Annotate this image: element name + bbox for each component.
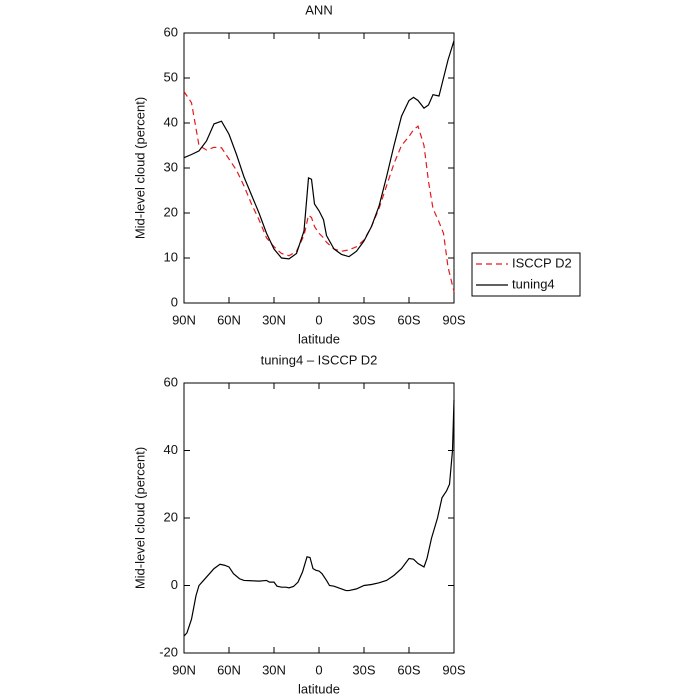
legend-label: ISCCP D2 bbox=[512, 255, 572, 270]
x-axis-label: latitude bbox=[298, 331, 340, 346]
chart-title: tuning4 – ISCCP D2 bbox=[261, 352, 378, 367]
data-line bbox=[183, 40, 455, 260]
x-tick-label: 90S bbox=[442, 312, 465, 327]
y-tick-label: 60 bbox=[164, 24, 178, 39]
chart-title: ANN bbox=[305, 2, 332, 17]
x-tick-label: 90N bbox=[172, 312, 196, 327]
y-tick-label: 20 bbox=[164, 204, 178, 219]
x-tick-label: 60S bbox=[397, 662, 420, 677]
x-axis-label: latitude bbox=[298, 681, 340, 696]
y-tick-label: 60 bbox=[164, 374, 178, 389]
x-tick-label: 30S bbox=[352, 312, 375, 327]
y-axis-label: Mid-level cloud (percent) bbox=[132, 447, 147, 589]
y-tick-label: 40 bbox=[164, 114, 178, 129]
y-axis-label: Mid-level cloud (percent) bbox=[132, 97, 147, 239]
y-tick-label: 0 bbox=[171, 577, 178, 592]
y-tick-label: 0 bbox=[171, 294, 178, 309]
x-tick-label: 90S bbox=[442, 662, 465, 677]
data-line bbox=[183, 91, 455, 292]
legend-label: tuning4 bbox=[512, 276, 555, 291]
plot-frame bbox=[183, 382, 455, 654]
y-tick-label: 30 bbox=[164, 159, 178, 174]
y-tick-label: 40 bbox=[164, 442, 178, 457]
x-tick-label: 30N bbox=[262, 662, 286, 677]
y-tick-label: -20 bbox=[159, 644, 178, 659]
x-tick-label: 60N bbox=[217, 312, 241, 327]
x-tick-label: 0 bbox=[315, 662, 322, 677]
x-tick-label: 90N bbox=[172, 662, 196, 677]
x-tick-label: 60N bbox=[217, 662, 241, 677]
x-tick-label: 30N bbox=[262, 312, 286, 327]
plot-frame bbox=[183, 32, 455, 304]
data-line bbox=[183, 399, 455, 637]
legend-box bbox=[471, 252, 581, 297]
x-tick-label: 0 bbox=[315, 312, 322, 327]
y-tick-label: 10 bbox=[164, 249, 178, 264]
x-tick-label: 30S bbox=[352, 662, 375, 677]
y-tick-label: 20 bbox=[164, 509, 178, 524]
x-tick-label: 60S bbox=[397, 312, 420, 327]
y-tick-label: 50 bbox=[164, 69, 178, 84]
